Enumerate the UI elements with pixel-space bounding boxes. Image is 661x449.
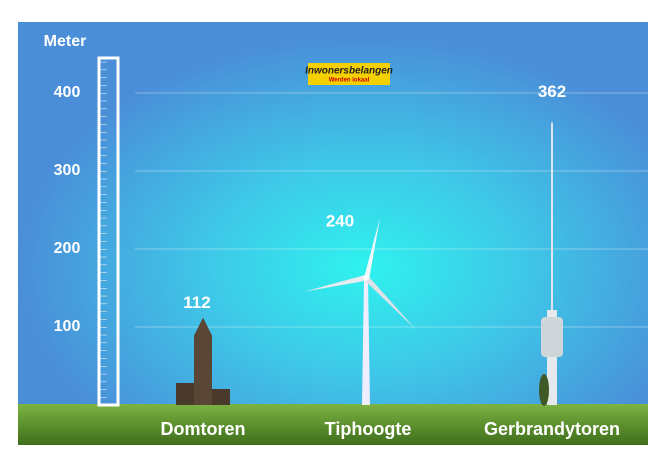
hub [363,275,369,281]
tower-cabin [541,317,563,357]
ruler [99,58,118,405]
x-tick-label: Tiphoogte [325,419,412,439]
x-tick-label: Domtoren [161,419,246,439]
logo-title: Inwonersbelangen [305,66,393,77]
y-tick-label: 400 [54,84,81,101]
church [212,389,230,405]
chart: Meter Inwonersbelangen Werden lokaal 100… [0,0,661,449]
tree [539,374,549,406]
value-label: 112 [183,293,210,312]
y-tick-label: 200 [54,240,81,257]
y-tick-label: 100 [54,318,81,335]
y-tick-label: 300 [54,162,81,179]
page: Meter Inwonersbelangen Werden lokaal 100… [0,0,661,449]
value-label: 240 [326,211,354,230]
axis-title: Meter [44,33,87,50]
logo-subtitle: Werden lokaal [329,78,370,84]
tower [194,318,212,405]
value-label: 362 [538,82,566,101]
x-tick-label: Gerbrandytoren [484,419,620,439]
